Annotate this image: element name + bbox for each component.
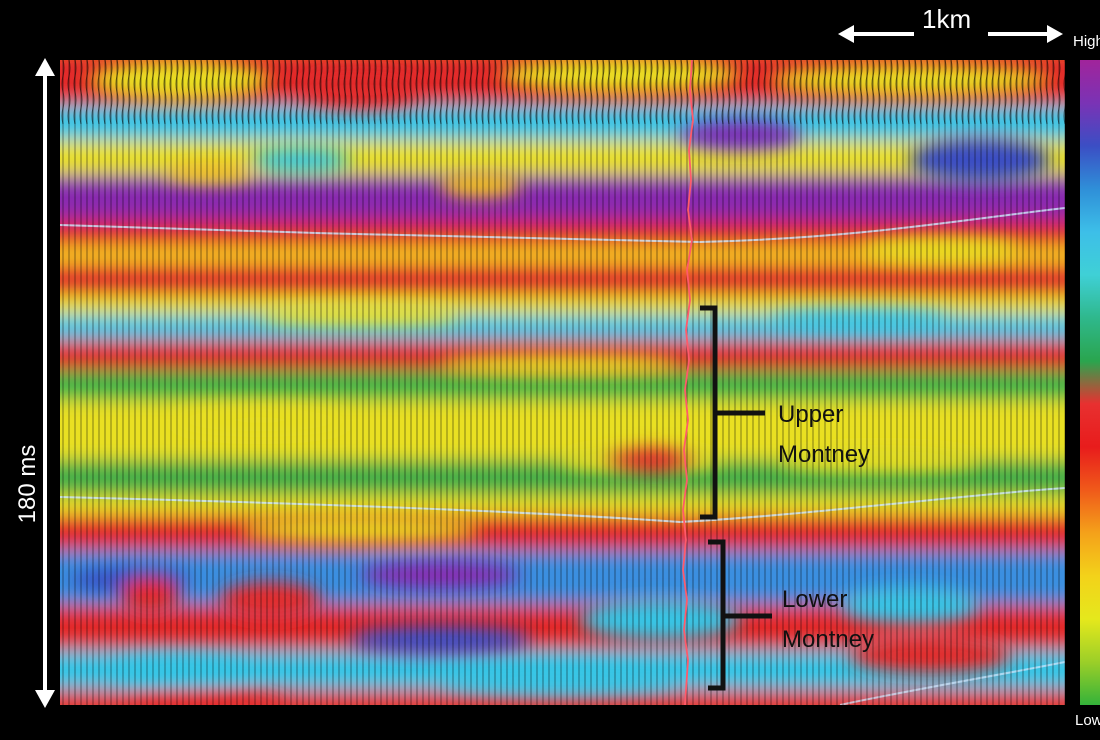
lower-label-line1: Lower — [782, 586, 848, 613]
colorbar-low-label: Low — [1075, 712, 1100, 729]
well-trace — [682, 60, 694, 705]
wiggle-traces — [60, 60, 1065, 705]
time-scale-label: 180 ms — [14, 444, 41, 524]
lower-label-line2: Montney — [782, 626, 875, 653]
scale-bar-label: 1km — [922, 4, 972, 34]
lower-bracket — [708, 539, 726, 691]
lower-montney-label: Lower Montney — [782, 580, 874, 660]
upper-montney-label: Upper Montney — [778, 395, 870, 475]
colorbar-high-label: High — [1073, 33, 1100, 50]
upper-label-line1: Upper — [778, 401, 844, 428]
scale-arrow — [838, 25, 1063, 43]
colorbar — [1080, 60, 1100, 705]
time-arrow — [35, 58, 55, 708]
upper-label-line2: Montney — [778, 441, 871, 468]
seismic-section — [60, 60, 1065, 705]
